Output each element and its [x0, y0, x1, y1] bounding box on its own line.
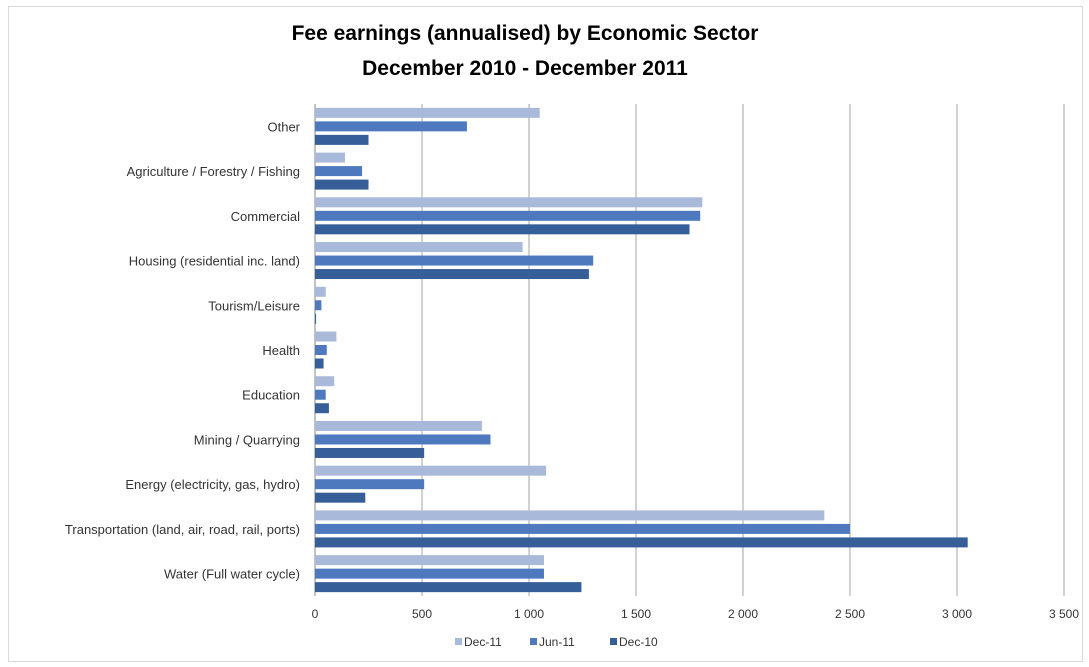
category-label: Mining / Quarrying [194, 432, 300, 447]
category-label: Other [267, 119, 300, 134]
x-tick-label: 2 000 [728, 607, 758, 621]
category-label: Health [262, 343, 300, 358]
bar-dec-11 [315, 197, 703, 208]
x-tick-label: 1 000 [514, 607, 544, 621]
bar-dec-11 [315, 555, 544, 566]
bar-dec-10 [315, 358, 324, 369]
bar-jun-11 [315, 121, 467, 132]
bar-dec-11 [315, 420, 482, 431]
bar-dec-10 [315, 313, 317, 324]
x-tick-label: 1 500 [621, 607, 651, 621]
bar-dec-11 [315, 107, 540, 118]
bar-dec-11 [315, 465, 547, 476]
bar-jun-11 [315, 568, 544, 579]
bar-dec-11 [315, 286, 326, 297]
bar-dec-10 [315, 447, 425, 458]
bar-dec-10 [315, 582, 582, 593]
bar-jun-11 [315, 434, 491, 445]
bar-jun-11 [315, 210, 701, 221]
category-label: Housing (residential inc. land) [129, 254, 300, 269]
x-tick-label: 0 [312, 607, 319, 621]
bar-jun-11 [315, 345, 327, 355]
x-tick-label: 3 500 [1049, 607, 1079, 621]
legend-swatch [455, 638, 462, 645]
bar-jun-11 [315, 166, 363, 177]
bar-dec-11 [315, 331, 337, 342]
category-label: Agriculture / Forestry / Fishing [127, 164, 300, 179]
legend-label: Dec-11 [464, 635, 502, 649]
x-tick-label: 2 500 [835, 607, 865, 621]
category-label: Water (Full water cycle) [164, 567, 300, 582]
bar-jun-11 [315, 300, 322, 311]
x-tick-label: 3 000 [942, 607, 972, 621]
bar-jun-11 [315, 389, 326, 400]
bar-dec-10 [315, 537, 968, 548]
category-label: Tourism/Leisure [208, 298, 300, 313]
bar-dec-10 [315, 134, 369, 145]
bar-dec-11 [315, 152, 345, 163]
chart-subtitle: December 2010 - December 2011 [362, 57, 688, 80]
legend-swatch [610, 638, 617, 645]
bar-dec-10 [315, 269, 589, 280]
category-label: Education [242, 388, 300, 403]
x-tick-label: 500 [412, 607, 432, 621]
bar-jun-11 [315, 523, 850, 534]
category-label: Transportation (land, air, road, rail, p… [65, 522, 300, 537]
bar-dec-11 [315, 510, 825, 521]
bar-dec-11 [315, 242, 523, 253]
bar-jun-11 [315, 255, 594, 266]
chart-title: Fee earnings (annualised) by Economic Se… [291, 22, 759, 45]
category-label: Commercial [231, 209, 300, 224]
legend-swatch [530, 638, 537, 645]
bar-dec-10 [315, 403, 329, 414]
bar-dec-10 [315, 179, 369, 190]
bar-dec-10 [315, 224, 690, 235]
chart-frame [8, 6, 1083, 662]
category-label: Energy (electricity, gas, hydro) [125, 477, 300, 492]
bar-dec-10 [315, 492, 366, 503]
bar-jun-11 [315, 479, 425, 490]
bar-dec-11 [315, 376, 335, 387]
legend-label: Dec-10 [619, 635, 658, 649]
legend-label: Jun-11 [539, 635, 575, 649]
